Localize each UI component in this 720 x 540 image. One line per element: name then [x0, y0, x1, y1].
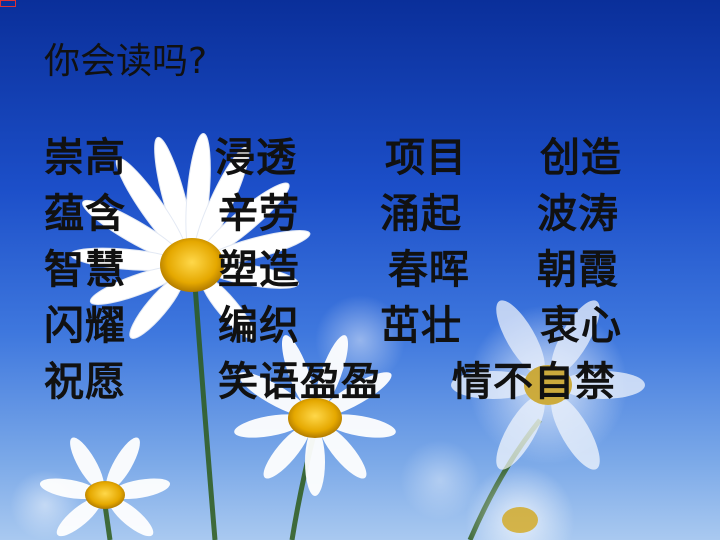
word-qingbuzijin: 情不自禁 — [452, 359, 616, 405]
word-zhongxin: 衷心 — [540, 303, 622, 349]
word-xiangmu: 项目 — [385, 135, 467, 181]
word-chonggao: 崇高 — [44, 135, 126, 181]
corner-link-mark[interactable] — [0, 0, 16, 7]
word-yunhan: 蕴含 — [44, 191, 126, 237]
word-xiaoyuyingying: 笑语盈盈 — [218, 359, 382, 405]
word-suzao: 塑造 — [218, 247, 300, 293]
word-zhihui: 智慧 — [44, 247, 126, 293]
word-zhuyuan: 祝愿 — [44, 359, 126, 405]
word-chunhui: 春晖 — [388, 247, 470, 293]
word-jintou: 浸透 — [215, 135, 297, 181]
word-shanyao: 闪耀 — [44, 303, 126, 349]
word-botao: 波涛 — [537, 191, 619, 237]
word-xinlao: 辛劳 — [218, 191, 300, 237]
daisy-large — [69, 132, 311, 339]
daisy-bottom-right — [465, 465, 575, 540]
word-yongqi: 涌起 — [380, 191, 462, 237]
word-bianzhi: 编织 — [218, 303, 300, 349]
word-zhaoxia: 朝霞 — [537, 247, 619, 293]
word-zhuozhuang: 茁壮 — [380, 303, 462, 349]
daisy-right — [451, 300, 645, 470]
word-chuangzao: 创造 — [540, 135, 622, 181]
slide-title: 你会读吗? — [44, 41, 208, 82]
